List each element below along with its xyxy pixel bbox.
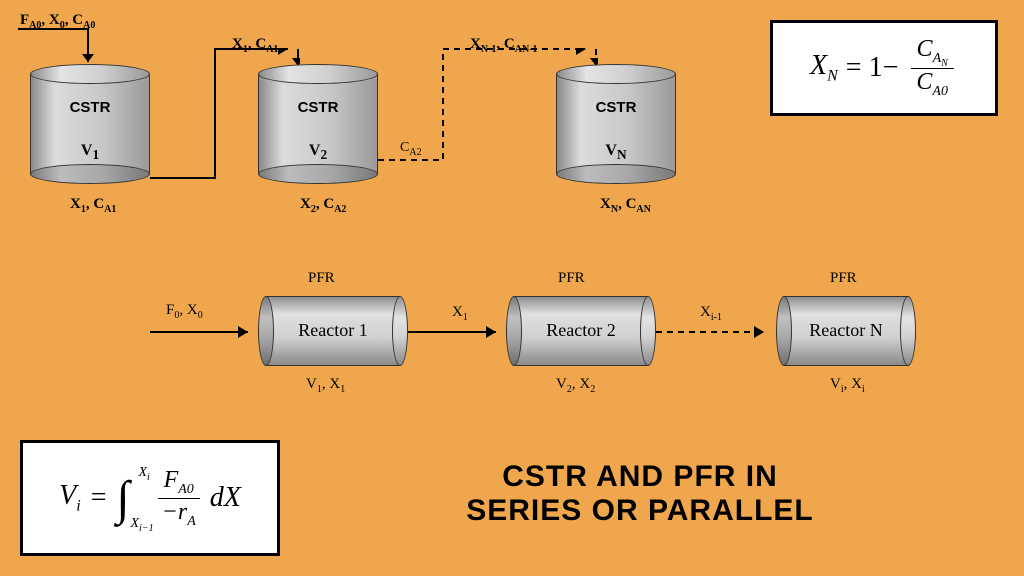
pfr-1-type: PFR — [308, 270, 335, 287]
cstr-2-name: CSTR — [258, 99, 378, 116]
cstr-1-name: CSTR — [30, 99, 150, 116]
pfr-2-name: Reactor 2 — [506, 320, 656, 341]
pfr-1-below: V1, X1 — [306, 376, 345, 395]
pfr-1: Reactor 1 — [258, 296, 408, 366]
cstr-n-volume: VN — [556, 142, 676, 163]
title-line-2: SERIES OR PARALLEL — [360, 494, 920, 528]
arrow-pfr2-pfrn — [656, 322, 776, 342]
pfr-stream2n: Xi-1 — [700, 304, 722, 323]
pfr-2-type: PFR — [558, 270, 585, 287]
cstr-1-out-label: X1, CA1 — [70, 196, 116, 215]
pfr-1-name: Reactor 1 — [258, 320, 408, 341]
pfr-2: Reactor 2 — [506, 296, 656, 366]
main-title: CSTR AND PFR IN SERIES OR PARALLEL — [360, 460, 920, 528]
pfr-n: Reactor N — [776, 296, 916, 366]
cstr-1-volume: V1 — [30, 142, 150, 163]
equation-volume-integral: Vi = ∫ Xi Xi−1 FA0 −rA dX — [20, 440, 280, 556]
arrow-pfr1-pfr2 — [408, 322, 508, 342]
cstr-n-name: CSTR — [556, 99, 676, 116]
stream-2-n-label: XN-1, CAN-1 — [470, 36, 538, 55]
cstr-2-volume: V2 — [258, 142, 378, 163]
arrow-feed-pfr1 — [150, 322, 260, 342]
cstr-1: CSTR V1 — [30, 64, 150, 184]
pfr-n-below: Vi, Xi — [830, 376, 865, 395]
cstr-n: CSTR VN — [556, 64, 676, 184]
equation-conversion: XN = 1− CAN CA0 — [770, 20, 998, 116]
cstr-2: CSTR V2 — [258, 64, 378, 184]
pfr-n-name: Reactor N — [776, 320, 916, 341]
cstr-2-out-label: X2, CA2 — [300, 196, 346, 215]
pfr-stream12: X1 — [452, 304, 468, 323]
title-line-1: CSTR AND PFR IN — [360, 460, 920, 494]
cstr-n-out-label: XN, CAN — [600, 196, 651, 215]
stream-1-2-label: X1, CA1 — [232, 36, 278, 55]
pfr-feed-label: F0, X0 — [166, 302, 203, 321]
pfr-2-below: V2, X2 — [556, 376, 595, 395]
pfr-n-type: PFR — [830, 270, 857, 287]
